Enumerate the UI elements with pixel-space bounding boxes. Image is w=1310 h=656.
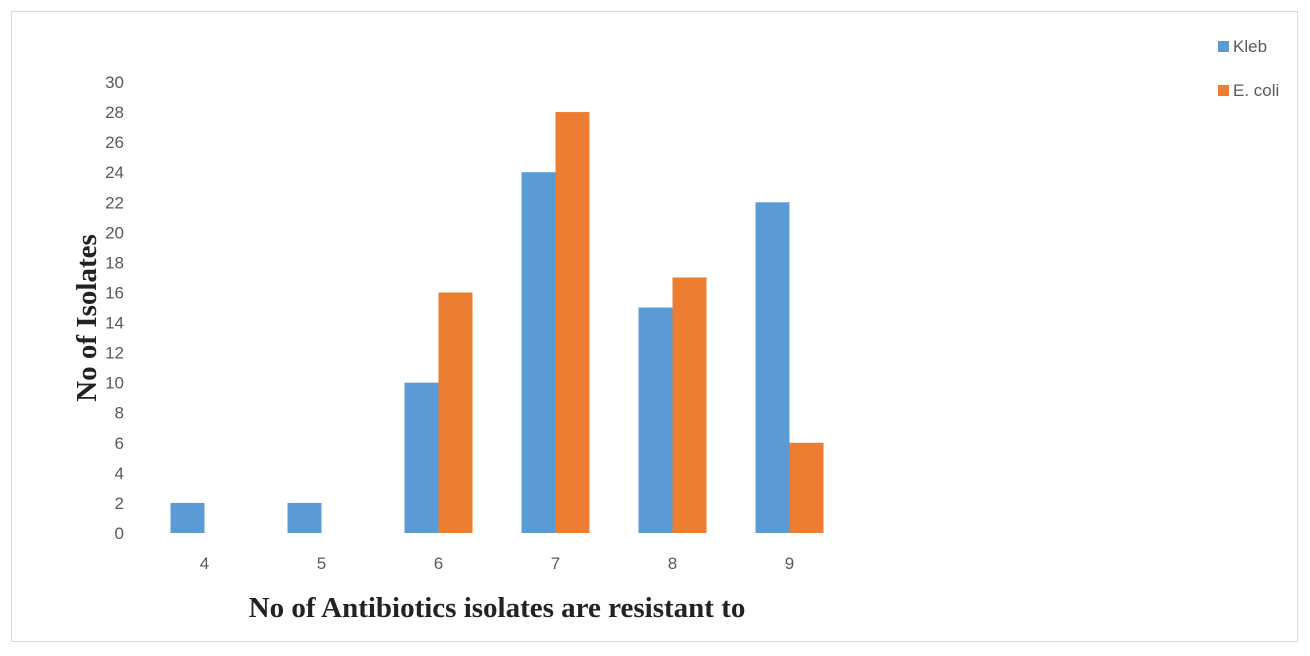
bar-kleb-6 bbox=[404, 382, 439, 533]
bar-kleb-4 bbox=[170, 502, 205, 533]
y-tick-label: 8 bbox=[115, 404, 124, 423]
y-tick-label: 28 bbox=[105, 103, 124, 122]
x-tick-label: 6 bbox=[434, 554, 443, 573]
bar-e-coli-8 bbox=[672, 277, 707, 533]
x-tick-label: 5 bbox=[317, 554, 326, 573]
x-tick-label: 8 bbox=[668, 554, 677, 573]
y-tick-label: 10 bbox=[105, 374, 124, 393]
y-tick-label: 4 bbox=[115, 464, 124, 483]
y-tick-label: 26 bbox=[105, 133, 124, 152]
bar-kleb-7 bbox=[521, 172, 556, 533]
x-tick-label: 9 bbox=[785, 554, 794, 573]
x-axis-ticks: 4 5 6 7 8 9 bbox=[200, 554, 794, 573]
legend-label: E. coli bbox=[1233, 81, 1279, 100]
legend-label: Kleb bbox=[1233, 37, 1267, 56]
y-tick-label: 0 bbox=[115, 524, 124, 543]
y-tick-label: 18 bbox=[105, 253, 124, 272]
y-tick-label: 20 bbox=[105, 223, 124, 242]
y-tick-label: 24 bbox=[105, 163, 124, 182]
x-tick-label: 4 bbox=[200, 554, 209, 573]
legend-swatch bbox=[1218, 41, 1229, 52]
y-tick-label: 12 bbox=[105, 344, 124, 363]
y-tick-label: 14 bbox=[105, 314, 124, 333]
bar-kleb-9 bbox=[755, 202, 790, 533]
legend: Kleb E. coli bbox=[1218, 37, 1279, 100]
legend-swatch bbox=[1218, 85, 1229, 96]
bar-kleb-5 bbox=[287, 502, 322, 533]
x-tick-label: 7 bbox=[551, 554, 560, 573]
y-tick-label: 16 bbox=[105, 283, 124, 302]
y-tick-label: 2 bbox=[115, 494, 124, 513]
y-axis-title: No of Isolates bbox=[71, 234, 103, 402]
bar-e-coli-9 bbox=[789, 442, 824, 533]
bar-kleb-8 bbox=[638, 307, 673, 533]
y-tick-label: 22 bbox=[105, 193, 124, 212]
bar-e-coli-6 bbox=[438, 292, 473, 533]
y-tick-label: 30 bbox=[105, 73, 124, 92]
bars bbox=[170, 112, 824, 534]
x-axis-title: No of Antibiotics isolates are resistant… bbox=[249, 592, 746, 624]
y-tick-label: 6 bbox=[115, 434, 124, 453]
bar-e-coli-7 bbox=[555, 112, 590, 534]
